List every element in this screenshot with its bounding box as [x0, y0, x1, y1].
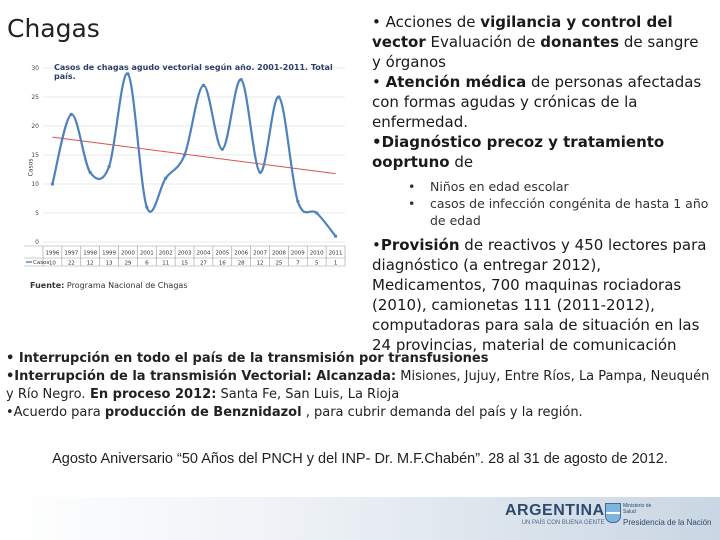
x-tick-label: 2008 [272, 251, 286, 257]
table-value-label: 27 [200, 261, 207, 267]
table-value-label: 5 [315, 261, 319, 267]
bullet-vectorial: •Interrupción de la transmisión Vectoria… [6, 369, 710, 402]
data-point [220, 147, 224, 151]
footer-logo-strip [0, 497, 720, 540]
data-point [69, 112, 73, 116]
x-tick-label: 2003 [178, 251, 192, 257]
x-tick-label: 1996 [45, 251, 59, 257]
sub-item-escolar: Niños en edad escolar [408, 178, 712, 195]
data-point [88, 170, 92, 174]
y-tick-label: 25 [31, 94, 39, 101]
bullet-transfusiones: • Interrupción en todo el país de la tra… [6, 351, 489, 366]
y-tick-label: 10 [31, 181, 39, 188]
data-point [126, 72, 130, 76]
source-text: Programa Nacional de Chagas [66, 281, 188, 290]
x-tick-label: 2000 [121, 251, 135, 257]
x-tick-label: 2004 [196, 251, 210, 257]
anniversary-note: Agosto Aniversario “50 Años del PNCH y d… [52, 451, 668, 467]
diagnostico-sublist: Niños en edad escolar casos de infección… [372, 178, 712, 229]
chart-title: Casos de chagas agudo vectorial según añ… [54, 63, 333, 81]
data-point [182, 153, 187, 157]
x-tick-label: 1997 [64, 251, 78, 257]
x-tick-label: 2002 [159, 251, 173, 257]
bullet-benznidazol: •Acuerdo para producción de Benznidazol … [6, 405, 583, 420]
x-tick-label: 2007 [253, 251, 267, 257]
table-value-label: 12 [87, 261, 94, 267]
trend-line [52, 136, 336, 175]
x-tick-label: 2001 [140, 251, 154, 257]
y-tick-label: 5 [35, 210, 39, 217]
y-tick-label: 15 [31, 152, 39, 159]
x-tick-label: 2006 [234, 251, 248, 257]
x-tick-label: 2011 [329, 251, 343, 257]
data-point [239, 78, 243, 82]
table-value-label: 16 [219, 261, 226, 267]
data-point [296, 199, 300, 203]
coat-of-arms-icon [605, 503, 621, 523]
x-tick-label: 2010 [310, 251, 324, 257]
data-point [107, 165, 111, 169]
chart-y-axis-label: Casos [27, 158, 35, 177]
table-value-label: 11 [162, 261, 169, 267]
argentina-tagline: UN PAÍS CON BUENA GENTE [521, 520, 605, 526]
bullet-diagnostico: •Diagnóstico precoz y tratamiento ooprtu… [372, 133, 665, 171]
table-value-label: 29 [124, 261, 131, 267]
y-tick-label: 30 [31, 65, 39, 72]
table-value-label: 12 [257, 261, 264, 267]
table-value-label: 22 [68, 261, 75, 267]
table-row-label: Casos [33, 260, 49, 266]
y-tick-label: 0 [35, 239, 39, 246]
interruption-block: • Interrupción en todo el país de la tra… [6, 350, 714, 422]
table-value-label: 7 [296, 261, 300, 267]
slide-title: Chagas [7, 14, 100, 43]
presidencia-label: Presidencia de la Nación [623, 518, 712, 527]
x-tick-label: 2005 [215, 251, 229, 257]
table-value-label: 15 [181, 261, 188, 267]
y-tick-label: 20 [31, 123, 39, 130]
data-point [145, 205, 149, 209]
series-line-casos [51, 72, 337, 237]
bullet-atencion: • Atención médica de personas afectadas … [372, 73, 702, 131]
data-point [315, 211, 319, 215]
table-value-label: 6 [145, 261, 149, 267]
table-value-label: 13 [106, 261, 113, 267]
data-point [201, 83, 206, 87]
chart-panel: 0 5 10 15 20 25 30 Casos 1996 10 1997 22 1998 12 1999 1… [24, 60, 350, 298]
chart-source: Fuente: Programa Nacional de Chagas [30, 281, 187, 290]
table-value-label: 25 [275, 261, 282, 267]
sub-item-congenita: casos de infección congénita de hasta 1 … [408, 195, 712, 229]
x-tick-label: 1998 [83, 251, 97, 257]
table-value-label: 10 [49, 261, 56, 267]
chagas-cases-chart: 051015202530Casos19961019972219981219991… [24, 65, 346, 267]
data-point [258, 170, 262, 174]
x-tick-label: 1999 [102, 251, 116, 257]
data-point [333, 234, 338, 238]
table-value-label: 28 [238, 261, 245, 267]
ministerio-label: Ministerio de Salud [623, 503, 652, 515]
actions-column: • Acciones de vigilancia y control del v… [372, 12, 712, 355]
argentina-wordmark: ARGENTINA [505, 502, 605, 519]
data-point [277, 95, 281, 99]
bullet-provision: •Provisión de reactivos y 450 lectores p… [372, 236, 707, 354]
source-label: Fuente: [30, 281, 65, 290]
bullet-vigilancia: • Acciones de vigilancia y control del v… [372, 13, 699, 71]
x-tick-label: 2009 [291, 251, 305, 257]
table-value-label: 1 [334, 261, 338, 267]
data-point [164, 176, 168, 180]
argentina-logo: ARGENTINA UN PAÍS CON BUENA GENTE [505, 502, 605, 526]
data-point [50, 182, 55, 186]
